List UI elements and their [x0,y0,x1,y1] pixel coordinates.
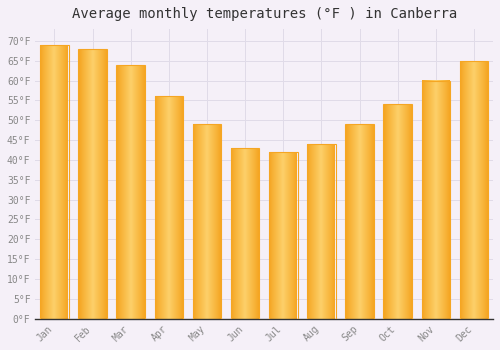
Bar [192,124,222,318]
Bar [422,80,450,318]
Bar [40,45,68,318]
Bar [345,124,374,318]
Bar [192,124,222,318]
Bar [78,49,107,318]
Bar [231,148,260,318]
Bar [116,65,145,318]
Bar [116,65,145,318]
Title: Average monthly temperatures (°F ) in Canberra: Average monthly temperatures (°F ) in Ca… [72,7,457,21]
Bar [460,61,488,318]
Bar [269,152,298,318]
Bar [269,152,298,318]
Bar [460,61,488,318]
Bar [307,144,336,318]
Bar [384,104,412,319]
Bar [40,45,68,318]
Bar [345,124,374,318]
Bar [384,104,412,319]
Bar [78,49,107,318]
Bar [154,97,183,318]
Bar [231,148,260,318]
Bar [307,144,336,318]
Bar [154,97,183,318]
Bar [422,80,450,318]
